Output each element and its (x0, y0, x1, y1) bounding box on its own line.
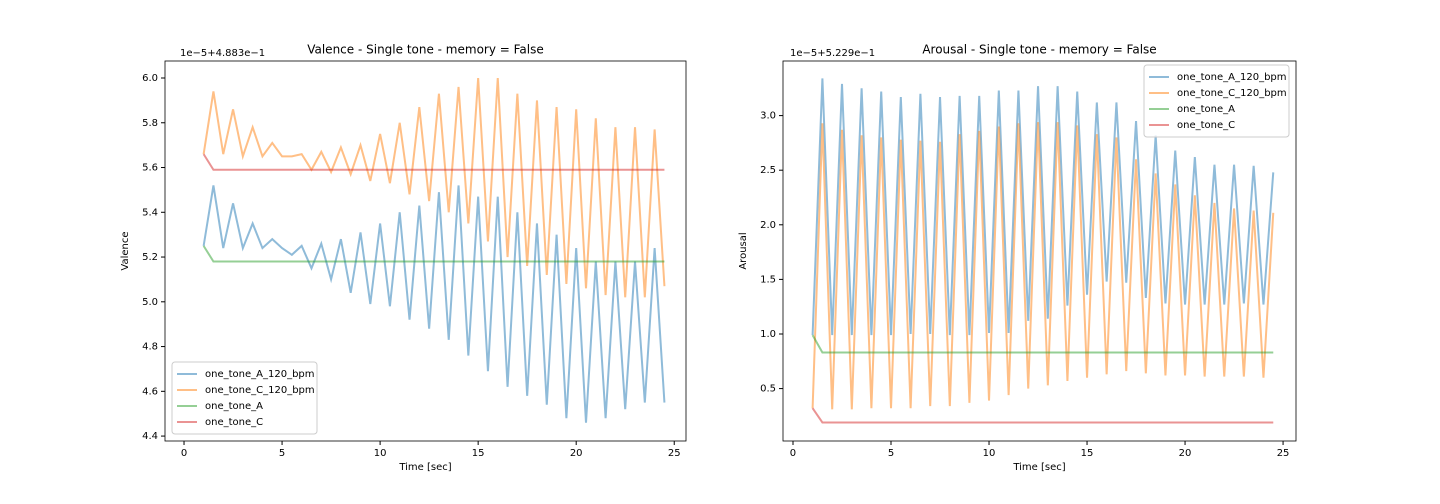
legend: one_tone_A_120_bpm one_tone_C_120_bpm one_… (1143, 64, 1290, 138)
series-line (811, 122, 1275, 410)
plot-area (202, 77, 666, 423)
subplot: Arousal - Single tone - memory = False 1e… (738, 43, 1297, 473)
legend: one_tone_A_120_bpm one_tone_C_120_bpm one_… (171, 361, 318, 435)
y-tick-label: 5.4 (142, 207, 158, 218)
series-line (811, 334, 1274, 354)
axis-offset: 1e−5+5.229e−1 (790, 48, 875, 59)
x-axis-label: Time [sec] (1012, 462, 1065, 473)
y-tick-label: 2.0 (760, 220, 776, 231)
series-line (811, 407, 1274, 424)
y-tick-label: 1.5 (760, 274, 776, 285)
series-line (202, 77, 666, 298)
y-tick-label: 5.6 (142, 163, 158, 174)
x-tick-label: 25 (1277, 448, 1290, 459)
chart-title: Arousal - Single tone - memory = False (922, 43, 1156, 57)
y-tick-label: 4.8 (142, 342, 158, 353)
legend-label: one_tone_A (1177, 104, 1235, 115)
x-tick-label: 15 (472, 448, 485, 459)
x-tick-label: 0 (790, 448, 796, 459)
series-line (811, 78, 1275, 336)
legend-frame (1143, 64, 1290, 138)
y-axis-label: Arousal (738, 232, 749, 269)
series-line (202, 153, 665, 171)
y-tick-label: 4.4 (142, 431, 158, 442)
legend-label: one_tone_C_120_bpm (205, 385, 315, 396)
y-tick-label: 1.0 (760, 329, 776, 340)
axes-frame (782, 60, 1297, 442)
legend-frame (171, 361, 318, 435)
subplot: Valence - Single tone - memory = False 1e… (120, 43, 687, 473)
y-tick-label: 2.5 (760, 165, 776, 176)
y-tick-label: 5.2 (142, 252, 158, 263)
y-tick-label: 6.0 (142, 73, 158, 84)
x-tick-label: 0 (181, 448, 187, 459)
x-tick-label: 5 (279, 448, 285, 459)
y-tick-label: 4.6 (142, 386, 158, 397)
legend-label: one_tone_A_120_bpm (205, 369, 315, 380)
legend-label: one_tone_A_120_bpm (1177, 72, 1287, 83)
x-tick-label: 10 (983, 448, 996, 459)
legend-label: one_tone_C_120_bpm (1177, 88, 1287, 99)
series-line (202, 245, 665, 263)
x-tick-label: 20 (570, 448, 583, 459)
legend-label: one_tone_A (205, 401, 263, 412)
y-tick-label: 5.8 (142, 118, 158, 129)
y-tick-label: 0.5 (760, 384, 776, 395)
axes-frame (164, 60, 687, 442)
y-tick-label: 3.0 (760, 111, 776, 122)
x-tick-label: 20 (1179, 448, 1192, 459)
plot-area (811, 78, 1275, 424)
x-tick-label: 10 (374, 448, 387, 459)
legend-label: one_tone_C (205, 417, 263, 428)
y-tick-label: 5.0 (142, 297, 158, 308)
series-line (202, 185, 666, 423)
x-tick-label: 15 (1081, 448, 1094, 459)
y-axis-label: Valence (120, 231, 131, 270)
x-axis-label: Time [sec] (398, 462, 451, 473)
legend-label: one_tone_C (1177, 120, 1235, 131)
chart-title: Valence - Single tone - memory = False (307, 43, 544, 57)
x-tick-label: 5 (888, 448, 894, 459)
axis-offset: 1e−5+4.883e−1 (180, 48, 265, 59)
x-tick-label: 25 (668, 448, 681, 459)
